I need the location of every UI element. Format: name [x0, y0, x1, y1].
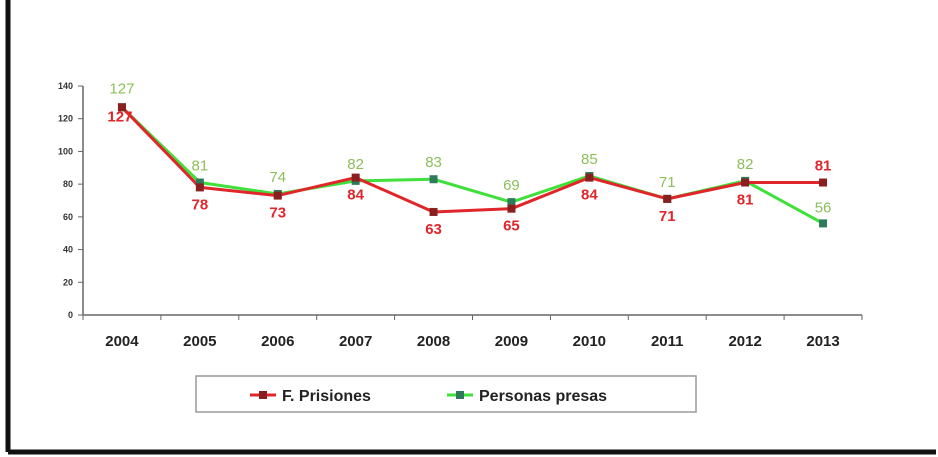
data-label-personas-presas: 69 — [503, 177, 520, 194]
data-label-f-prisiones: 71 — [659, 208, 676, 225]
y-tick-label: 20 — [63, 277, 73, 287]
data-label-personas-presas: 85 — [581, 151, 598, 168]
data-point-marker — [195, 183, 204, 192]
data-point-marker — [507, 198, 516, 207]
data-point-marker — [507, 204, 516, 213]
x-tick-label: 2005 — [183, 333, 216, 350]
data-labels: 127 78 73 84 63 65 84 71 81 81 127 81 74 82 83 69 85 71 82… — [107, 80, 831, 238]
data-label-personas-presas: 82 — [737, 156, 754, 173]
data-point-marker — [273, 191, 282, 200]
data-label-f-prisiones: 78 — [192, 196, 209, 213]
legend-marker-f-prisiones — [259, 391, 267, 399]
data-point-marker — [741, 178, 750, 187]
y-tick-label: 120 — [58, 114, 73, 124]
legend-label-personas-presas: Personas presas — [479, 388, 607, 405]
data-label-personas-presas: 82 — [347, 156, 364, 173]
data-label-f-prisiones: 63 — [425, 221, 442, 238]
x-tick-label: 2007 — [339, 333, 372, 350]
data-label-personas-presas: 71 — [659, 174, 676, 191]
data-point-marker — [429, 175, 438, 184]
x-tick-label: 2009 — [495, 333, 528, 350]
data-label-f-prisiones: 81 — [815, 158, 832, 175]
legend-box — [195, 375, 697, 413]
series-line-f-prisiones — [120, 106, 824, 214]
y-tick-label: 140 — [58, 81, 73, 91]
y-tick-label: 60 — [63, 212, 73, 222]
data-point-marker — [117, 103, 126, 112]
data-label-f-prisiones: 127 — [107, 108, 132, 125]
y-axis-ticks: 0 20 40 60 80 100 120 140 — [58, 81, 83, 320]
x-tick-label: 2006 — [261, 333, 294, 350]
x-tick-label: 2008 — [417, 333, 450, 350]
y-tick-label: 0 — [68, 310, 73, 320]
y-tick-label: 80 — [63, 179, 73, 189]
data-label-personas-presas: 74 — [269, 169, 286, 186]
y-tick-label: 40 — [63, 245, 73, 255]
data-point-marker — [819, 178, 828, 187]
legend: F. Prisiones Personas presas — [195, 375, 697, 413]
legend-marker-personas-presas — [456, 391, 464, 399]
data-label-personas-presas: 127 — [109, 80, 134, 97]
x-tick-label: 2012 — [728, 333, 761, 350]
data-label-f-prisiones: 73 — [269, 205, 286, 222]
data-label-personas-presas: 56 — [815, 199, 832, 216]
data-label-f-prisiones: 81 — [737, 192, 754, 209]
data-label-f-prisiones: 84 — [581, 187, 598, 204]
data-label-personas-presas: 83 — [425, 154, 442, 171]
data-point-marker — [663, 194, 672, 203]
x-axis-ticks: 2004 2005 2006 2007 2008 2009 2010 2011 2012 2013 — [82, 315, 863, 350]
data-label-f-prisiones: 84 — [347, 187, 364, 204]
x-tick-label: 2013 — [806, 333, 839, 350]
data-label-personas-presas: 81 — [192, 158, 209, 175]
data-point-marker — [819, 219, 828, 228]
legend-label-f-prisiones: F. Prisiones — [282, 388, 371, 405]
data-point-marker — [351, 173, 360, 182]
data-point-marker — [429, 207, 438, 216]
data-point-marker — [585, 173, 594, 182]
x-tick-label: 2011 — [651, 333, 684, 350]
x-tick-label: 2004 — [105, 333, 139, 350]
y-tick-label: 100 — [58, 146, 73, 156]
x-tick-label: 2010 — [573, 333, 606, 350]
data-point-marker — [195, 178, 204, 187]
series-layer — [117, 103, 828, 228]
data-label-f-prisiones: 65 — [503, 218, 520, 235]
